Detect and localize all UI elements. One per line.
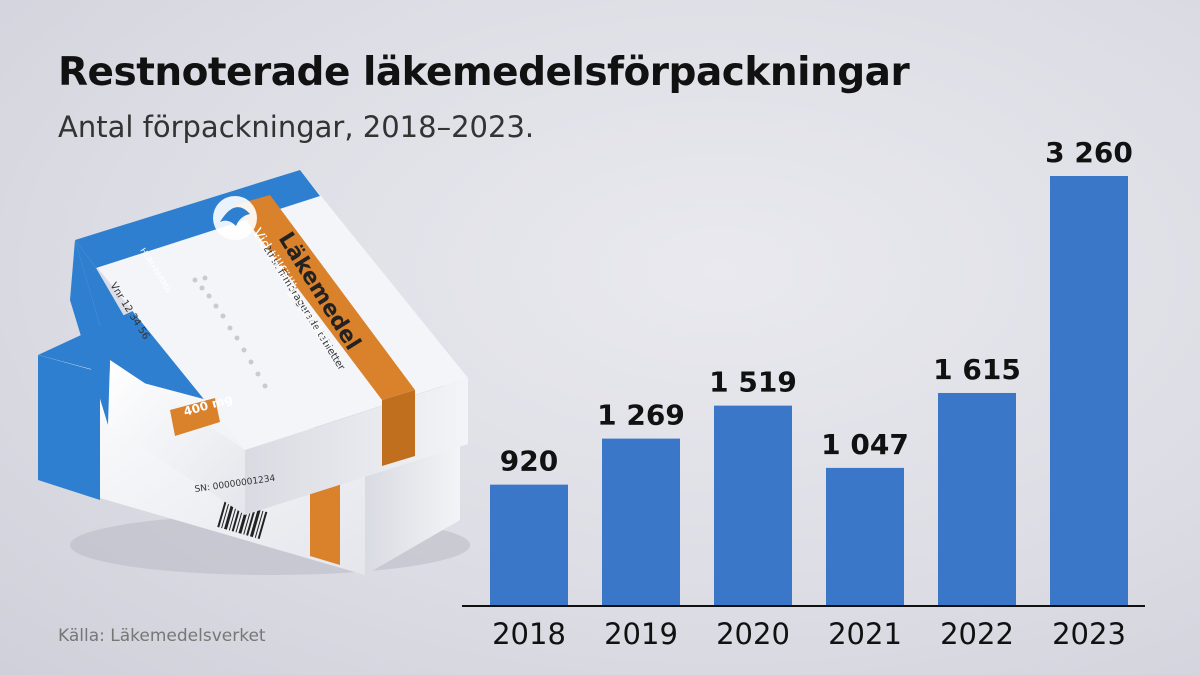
bar-2019	[602, 438, 680, 606]
bar-2021	[826, 467, 904, 606]
bars-group	[490, 176, 1128, 606]
chart-title: Restnoterade läkemedelsförpackningar	[58, 50, 910, 95]
x-tick-label-2019: 2019	[604, 617, 678, 651]
bar-2018	[490, 484, 568, 606]
braille-dots-icon	[192, 275, 268, 389]
source-note: Källa: Läkemedelsverket	[58, 626, 266, 646]
value-label-2019: 1 269	[597, 399, 685, 432]
upper-package: Läkemedel 20 st filmdragerade tabletter …	[70, 170, 468, 515]
value-label-2018: 920	[500, 445, 558, 478]
chart-subtitle: Antal förpackningar, 2018–2023.	[58, 110, 535, 144]
value-label-2020: 1 519	[709, 366, 797, 399]
bar-2020	[714, 405, 792, 606]
x-tick-label-2020: 2020	[716, 617, 790, 651]
barcode-icon	[217, 500, 268, 540]
value-label-2022: 1 615	[933, 353, 1021, 386]
caduceus-icon	[220, 207, 250, 226]
bar-2023	[1050, 176, 1128, 606]
value-label-2023: 3 260	[1045, 136, 1133, 169]
value-label-2021: 1 047	[821, 428, 909, 461]
x-tick-label-2021: 2021	[828, 617, 902, 651]
medicine-package-illustration: Läkemedel 20 st filmdragerade tabletter …	[38, 170, 470, 575]
x-tick-label-2023: 2023	[1052, 617, 1126, 651]
x-tick-label-2018: 2018	[492, 617, 566, 651]
x-tick-label-2022: 2022	[940, 617, 1014, 651]
x-tick-labels-group: 2018 2019 2020 2021 2022 2023	[492, 617, 1126, 651]
value-labels-group: 920 1 269 1 519 1 047 1 615 3 260	[500, 136, 1133, 478]
bar-2022	[938, 392, 1016, 606]
